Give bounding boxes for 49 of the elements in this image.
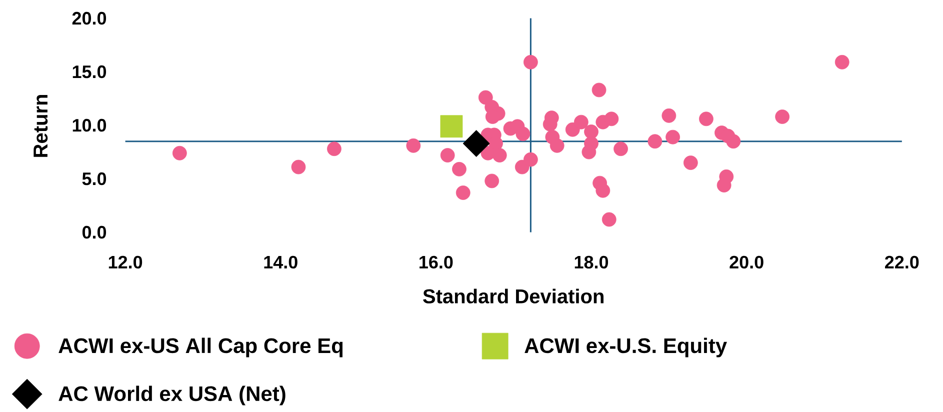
y-axis-title: Return	[34, 94, 48, 157]
x-tick-label: 20.0	[730, 256, 764, 269]
point	[834, 54, 850, 70]
point	[582, 144, 596, 160]
y-tick-label: 0.0	[82, 226, 106, 239]
point	[574, 114, 588, 130]
y-tick-label: 5.0	[82, 172, 106, 186]
y-tick-label: 10.0	[72, 118, 106, 132]
point	[699, 112, 714, 126]
point	[291, 160, 306, 174]
legend-label: ACWI ex-US All Cap Core Eq	[58, 338, 343, 358]
point	[462, 130, 490, 157]
point	[596, 183, 610, 198]
point	[614, 142, 628, 156]
point	[484, 174, 500, 188]
point	[550, 138, 564, 153]
y-tick-label: 15.0	[72, 65, 106, 78]
point	[775, 110, 790, 124]
point	[452, 162, 466, 176]
point	[172, 146, 187, 160]
point	[440, 115, 463, 138]
point	[492, 148, 507, 162]
point	[726, 134, 741, 149]
point	[516, 126, 530, 142]
x-tick-label: 22.0	[885, 256, 919, 269]
x-axis-title: Standard Deviation	[423, 288, 604, 304]
point	[523, 54, 538, 70]
point	[602, 212, 616, 227]
point	[456, 186, 470, 200]
legend-label: ACWI ex-U.S. Equity	[524, 338, 727, 358]
point	[406, 138, 421, 153]
x-tick-label: 14.0	[264, 256, 298, 269]
x-tick-label: 18.0	[574, 256, 608, 269]
x-tick-label: 16.0	[420, 256, 453, 269]
point	[584, 124, 598, 139]
x-tick-label: 12.0	[108, 256, 142, 269]
point	[716, 178, 732, 192]
point	[327, 142, 342, 156]
point	[592, 82, 606, 98]
point	[648, 134, 662, 149]
y-tick-label: 20.0	[72, 12, 106, 25]
point	[666, 130, 680, 144]
legend-label: AC World ex USA (Net)	[58, 386, 286, 406]
point	[662, 108, 676, 123]
point	[523, 152, 538, 167]
point	[440, 148, 455, 162]
point	[542, 117, 558, 132]
point	[683, 156, 698, 170]
point	[604, 112, 619, 126]
